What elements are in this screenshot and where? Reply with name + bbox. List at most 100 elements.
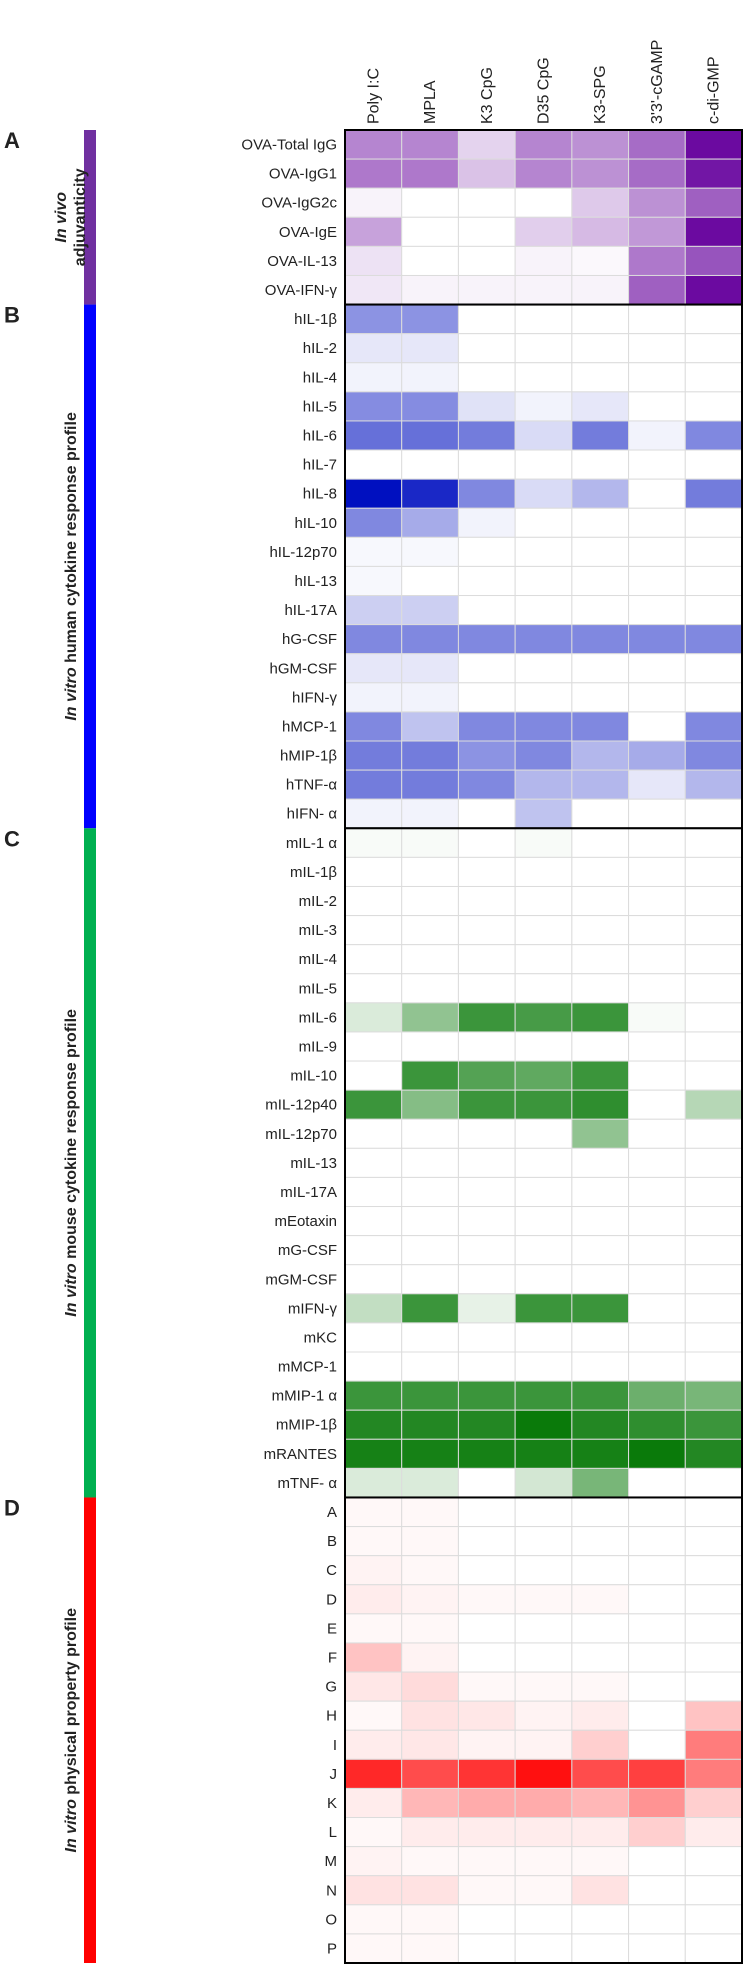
- section-title-rest: human cytokine response profile: [63, 412, 80, 667]
- heatmap-cell: [344, 595, 403, 626]
- heatmap-cell: [457, 595, 516, 626]
- row-label: mIL-2: [299, 893, 337, 910]
- heatmap-cell: [401, 362, 459, 393]
- heatmap-cell: [514, 1293, 573, 1324]
- heatmap-cell: [514, 362, 573, 393]
- heatmap-cell: [344, 1176, 403, 1208]
- row-label: mTNF- α: [278, 1475, 338, 1492]
- heatmap-cell: [628, 1758, 686, 1789]
- section-color-bar: [84, 1497, 96, 1963]
- heatmap-cell: [401, 1671, 459, 1702]
- section-title: In vitro human cytokine response profile: [63, 412, 80, 721]
- row-label: hIL-17A: [284, 602, 337, 619]
- heatmap-cell: [684, 565, 743, 597]
- heatmap-cell: [514, 595, 573, 626]
- heatmap-cell: [684, 973, 743, 1004]
- heatmap-cell: [514, 1351, 573, 1382]
- heatmap-cell: [514, 1031, 573, 1062]
- heatmap-cell: [684, 1613, 743, 1644]
- row-label: mIL-12p70: [265, 1126, 337, 1143]
- heatmap-cell: [401, 1787, 459, 1819]
- heatmap-cell: [628, 536, 686, 567]
- heatmap-cell: [571, 1322, 630, 1353]
- heatmap-cell: [571, 1787, 630, 1819]
- heatmap-cell: [628, 187, 686, 218]
- row-label: OVA-IgE: [279, 224, 337, 241]
- row-label: L: [329, 1824, 337, 1841]
- heatmap-cell: [571, 1147, 630, 1178]
- heatmap-cell: [401, 653, 459, 684]
- heatmap-cell: [457, 624, 516, 655]
- heatmap-cell: [514, 1118, 573, 1149]
- heatmap-cell: [344, 653, 403, 684]
- heatmap-cell: [514, 216, 573, 247]
- heatmap-cell: [684, 1584, 743, 1615]
- row-label: mIL-12p40: [265, 1097, 337, 1114]
- heatmap-cell: [457, 740, 516, 771]
- heatmap-cell: [571, 333, 630, 364]
- heatmap-cell: [514, 944, 573, 975]
- heatmap-cell: [344, 1758, 403, 1789]
- heatmap-cell: [344, 565, 403, 597]
- row-label: mMIP-1β: [276, 1417, 338, 1434]
- heatmap-cell: [344, 740, 403, 771]
- section-title-italic: In vitro: [63, 1263, 80, 1317]
- heatmap-cell: [344, 1496, 403, 1528]
- heatmap-cell: [514, 711, 573, 742]
- heatmap-cell: [344, 333, 403, 364]
- heatmap-cell: [457, 1729, 516, 1760]
- row-label: E: [327, 1620, 337, 1637]
- column-label: K3 CpG: [479, 67, 496, 124]
- heatmap-cell: [514, 245, 573, 276]
- heatmap-cell: [344, 449, 403, 480]
- heatmap-cell: [514, 1787, 573, 1819]
- heatmap-cell: [571, 798, 630, 829]
- heatmap-cell: [571, 1933, 630, 1964]
- heatmap-cell: [514, 1409, 573, 1440]
- heatmap-cell: [628, 1206, 686, 1237]
- heatmap-cell: [514, 1467, 573, 1498]
- row-label: D: [326, 1591, 337, 1608]
- heatmap-cell: [684, 1002, 743, 1033]
- heatmap-cell: [457, 1758, 516, 1789]
- heatmap-cell: [457, 1642, 516, 1673]
- heatmap-cell: [571, 216, 630, 247]
- heatmap-cell: [514, 827, 573, 858]
- heatmap-cell: [401, 449, 459, 480]
- heatmap-cell: [344, 682, 403, 713]
- section-title: In vitro mouse cytokine response profile: [63, 1009, 80, 1317]
- heatmap-cell: [628, 478, 686, 509]
- heatmap-cell: [457, 885, 516, 917]
- heatmap-cell: [684, 798, 743, 829]
- heatmap-cell: [514, 856, 573, 887]
- heatmap-cell: [344, 129, 403, 160]
- heatmap-cell: [401, 187, 459, 218]
- heatmap-cell: [457, 915, 516, 946]
- heatmap-cell: [344, 1089, 403, 1120]
- heatmap-cell: [684, 1293, 743, 1324]
- heatmap-cell: [684, 1526, 743, 1557]
- heatmap-cell: [571, 187, 630, 218]
- heatmap-cell: [514, 333, 573, 364]
- heatmap-cell: [571, 274, 630, 306]
- heatmap-cell: [684, 1409, 743, 1440]
- section-title-rest: mouse cytokine response profile: [63, 1009, 80, 1263]
- heatmap-cell: [514, 1613, 573, 1644]
- heatmap-cell: [684, 536, 743, 567]
- heatmap-cell: [628, 915, 686, 946]
- row-label: OVA-IL-13: [267, 253, 337, 270]
- heatmap-cell: [401, 1846, 459, 1877]
- heatmap-cell: [571, 1904, 630, 1935]
- heatmap-cell: [684, 1817, 743, 1848]
- heatmap-cell: [401, 1758, 459, 1789]
- heatmap-cell: [401, 856, 459, 887]
- heatmap-cell: [514, 1526, 573, 1557]
- heatmap-cell: [514, 1002, 573, 1033]
- heatmap-cell: [457, 1235, 516, 1266]
- heatmap-cell: [571, 653, 630, 684]
- heatmap-cell: [401, 1555, 459, 1586]
- heatmap-cell: [684, 1700, 743, 1731]
- heatmap-cell: [401, 420, 459, 451]
- row-label: mIL-1 α: [286, 835, 338, 852]
- panel-letter: A: [4, 128, 20, 153]
